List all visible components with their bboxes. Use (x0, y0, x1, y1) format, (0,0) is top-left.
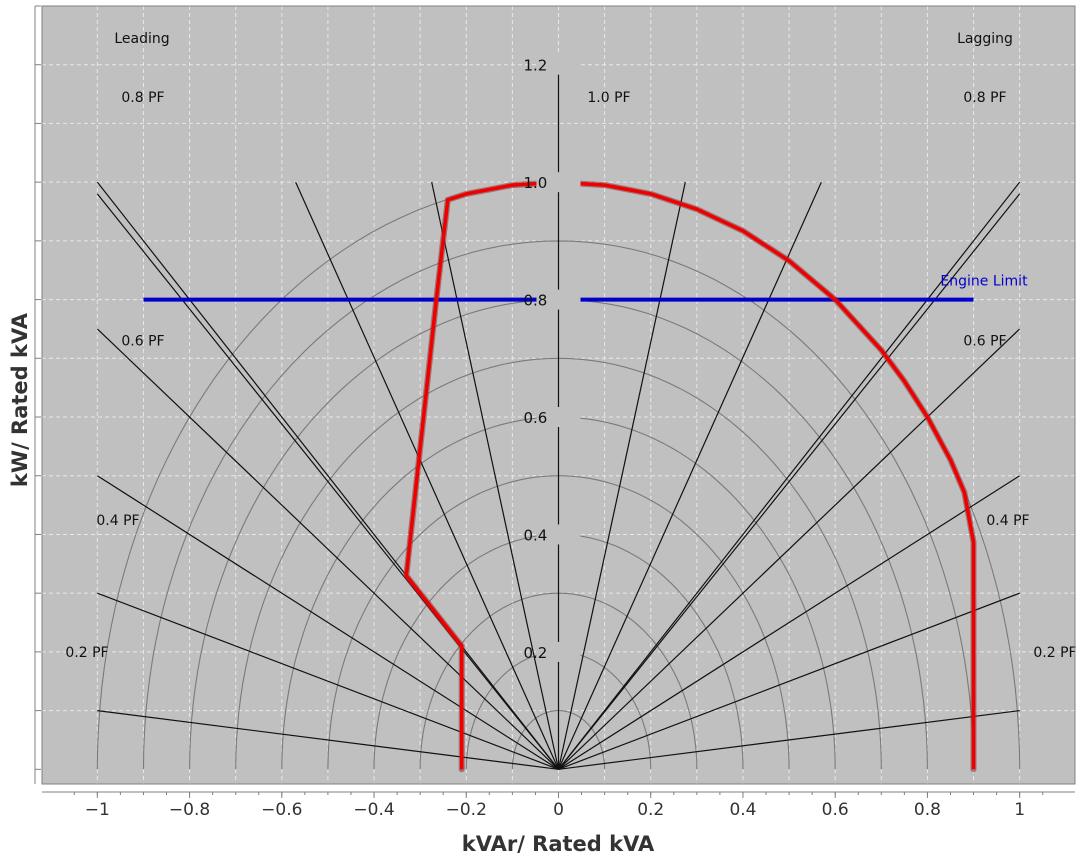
y-tick-label: 1.0 (524, 174, 548, 192)
pf-label: 0.6 PF (121, 334, 164, 350)
x-axis-title: kVAr/ Rated kVA (462, 832, 655, 856)
y-tick-label-bg (536, 289, 581, 310)
x-tick-label: −0.8 (169, 800, 210, 820)
pf-label: 0.2 PF (1033, 645, 1076, 661)
pf-label: 0.4 PF (986, 513, 1029, 529)
pf-line (295, 181, 560, 770)
x-tick-label: −1 (85, 800, 110, 820)
y-tick-label: 0.6 (524, 409, 548, 427)
annotations: Leading Lagging 0.8 PF 1.0 PF 0.8 PF 0.6 PF 0.… (65, 31, 1076, 661)
y-tick-label-bg (536, 524, 581, 545)
y-tick-label-bg (536, 54, 581, 75)
pf-label: 1.0 PF (587, 90, 630, 106)
x-tick-label: 0.6 (822, 800, 849, 820)
pf-label: 0.2 PF (65, 645, 108, 661)
pf-line (558, 710, 1020, 770)
pf-lines (96, 64, 1021, 770)
y-tick-label-bg (536, 641, 581, 662)
x-tick-label: 0 (553, 800, 564, 820)
y-tick-label: 1.2 (524, 57, 548, 75)
x-tick-label: 0.2 (637, 800, 664, 820)
pf-line (97, 592, 559, 770)
pf-line (558, 328, 1021, 770)
pf-line (558, 592, 1020, 770)
engine-limit-label: Engine Limit (940, 274, 1028, 290)
y-tick-labels: 1.2 1.0 0.8 0.6 0.4 0.2 (524, 54, 581, 662)
lagging-label: Lagging (957, 31, 1013, 47)
pf-line (558, 193, 1021, 770)
y-tick-label-bg (536, 172, 581, 193)
pf-line (97, 710, 559, 770)
x-tick-label: −0.4 (353, 800, 394, 820)
y-tick-label-bg (536, 407, 581, 428)
y-tick-label: 0.4 (524, 526, 548, 544)
x-tick-label: −0.2 (446, 800, 487, 820)
pf-line (558, 475, 1020, 770)
y-tick-label: 0.2 (524, 644, 548, 662)
pf-label: 0.8 PF (121, 90, 164, 106)
x-tick-label: −0.6 (261, 800, 302, 820)
y-tick-label: 0.8 (524, 292, 548, 310)
axes: −1 −0.8 −0.6 −0.4 −0.2 0 0.2 0.4 0.6 0.8 1 (34, 5, 1075, 820)
pf-line (96, 193, 559, 770)
pf-line (557, 182, 686, 770)
pf-label: 0.8 PF (963, 90, 1006, 106)
pf-label: 0.4 PF (96, 513, 139, 529)
pf-line (96, 328, 559, 770)
leading-label: Leading (114, 31, 169, 47)
x-tick-label: 0.8 (914, 800, 941, 820)
pf-line (96, 181, 559, 770)
pf-line (431, 182, 560, 770)
pf-label: 0.6 PF (963, 334, 1006, 350)
pf-line (97, 475, 559, 770)
pf-line (558, 181, 1021, 770)
pf-line (557, 181, 822, 770)
capability-curve (404, 180, 976, 770)
x-tick-label: 0.4 (729, 800, 756, 820)
plot-border (41, 5, 1076, 785)
x-tick-label: 1 (1014, 800, 1025, 820)
y-axis-title: kW/ Rated kVA (8, 312, 32, 487)
